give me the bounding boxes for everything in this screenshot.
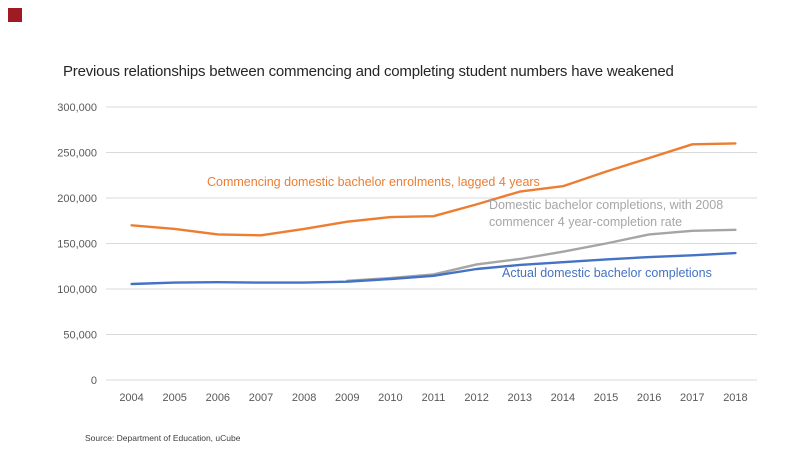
svg-text:2009: 2009 — [335, 392, 359, 404]
series-label-commencing-enrolments: Commencing domestic bachelor enrolments,… — [207, 175, 540, 189]
svg-text:2010: 2010 — [378, 392, 402, 404]
svg-text:2013: 2013 — [508, 392, 532, 404]
svg-text:2006: 2006 — [206, 392, 230, 404]
source-note: Source: Department of Education, uCube — [85, 433, 241, 443]
svg-text:300,000: 300,000 — [57, 102, 97, 114]
svg-text:100,000: 100,000 — [57, 284, 97, 296]
svg-text:0: 0 — [91, 375, 97, 387]
logo-mark — [8, 8, 22, 22]
svg-text:2011: 2011 — [422, 392, 446, 404]
svg-text:2005: 2005 — [162, 392, 186, 404]
series-label-actual-completions: Actual domestic bachelor completions — [502, 266, 712, 280]
svg-text:250,000: 250,000 — [57, 148, 97, 160]
svg-text:2007: 2007 — [249, 392, 273, 404]
svg-text:2012: 2012 — [464, 392, 488, 404]
svg-text:2018: 2018 — [723, 392, 747, 404]
svg-text:2014: 2014 — [551, 392, 575, 404]
svg-text:150,000: 150,000 — [57, 239, 97, 251]
svg-text:2004: 2004 — [119, 392, 143, 404]
svg-text:2016: 2016 — [637, 392, 661, 404]
series-label-projected-completions: Domestic bachelor completions, with 2008… — [489, 198, 724, 229]
svg-text:50,000: 50,000 — [63, 330, 97, 342]
svg-text:2017: 2017 — [680, 392, 704, 404]
svg-text:2008: 2008 — [292, 392, 316, 404]
svg-text:2015: 2015 — [594, 392, 618, 404]
chart-title: Previous relationships between commencin… — [63, 63, 674, 80]
svg-text:200,000: 200,000 — [57, 193, 97, 205]
